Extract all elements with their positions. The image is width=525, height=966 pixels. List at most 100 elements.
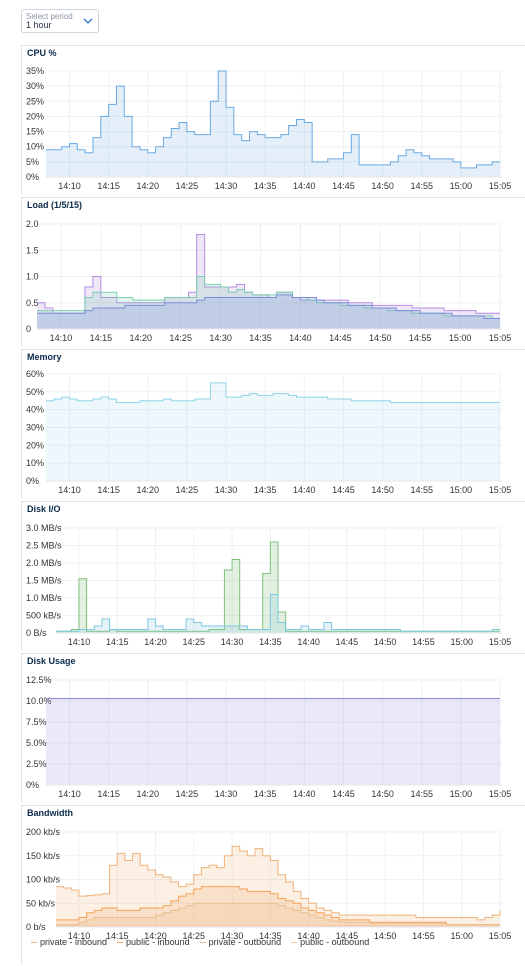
x-tick-label: 14:20 [130, 333, 153, 343]
y-tick-label: 35% [26, 66, 44, 76]
x-tick-label: 14:40 [297, 637, 320, 647]
x-tick-label: 14:40 [289, 333, 312, 343]
x-tick-label: 15:00 [450, 485, 473, 495]
x-tick-label: 15:05 [489, 181, 512, 191]
y-tick-label: 200 kb/s [26, 827, 61, 837]
period-select[interactable]: Select period 1 hour [21, 9, 99, 33]
legend-item[interactable]: private - inbound [31, 937, 107, 947]
x-tick-label: 14:35 [259, 637, 282, 647]
series-area [37, 276, 500, 329]
y-tick-label: 500 kB/s [26, 611, 62, 621]
x-tick-label: 14:50 [371, 789, 394, 799]
y-tick-label: 50% [26, 387, 44, 397]
x-tick-label: 14:35 [249, 333, 272, 343]
x-tick-label: 14:15 [90, 333, 113, 343]
series-line [37, 276, 500, 319]
legend-label: private - outbound [208, 937, 282, 947]
x-tick-label: 14:10 [50, 333, 73, 343]
x-tick-label: 14:45 [336, 637, 359, 647]
series-line [37, 294, 500, 319]
x-tick-label: 14:15 [106, 931, 129, 941]
bandwidth-panel: Bandwidth 200 kb/s 150 kb/s 100 kb/s 50 kb/… [21, 805, 525, 965]
memory-panel: Memory 60% 50% 40% 30% 20% 10% 0% 14:10 14:15 14:… [21, 349, 525, 499]
series-line [56, 902, 500, 926]
legend-item[interactable]: public - outbound [291, 937, 369, 947]
x-tick-label: 14:55 [409, 333, 432, 343]
series-line [56, 886, 500, 926]
x-tick-label: 14:20 [144, 931, 167, 941]
disk-io-chart: 3.0 MB/s 2.5 MB/s 2.0 MB/s 1.5 MB/s 1.0 MB/s… [26, 523, 511, 647]
y-tick-label: 25% [26, 96, 44, 106]
series-line [46, 382, 500, 404]
y-tick-label: 20% [26, 440, 44, 450]
y-tick-label: 2.0 MB/s [26, 558, 62, 568]
y-tick-label: 40% [26, 405, 44, 415]
series-area [46, 382, 500, 481]
x-tick-label: 14:40 [293, 181, 316, 191]
series-area [56, 886, 500, 927]
y-tick-label: 7.5% [26, 717, 47, 727]
y-tick-label: 20% [26, 111, 44, 121]
y-tick-label: 0% [26, 476, 39, 486]
x-tick-label: 15:05 [489, 931, 512, 941]
x-tick-label: 15:00 [450, 637, 473, 647]
y-tick-label: 3.0 MB/s [26, 523, 62, 533]
x-tick-label: 14:30 [209, 333, 232, 343]
panel-title: Memory [27, 352, 62, 362]
x-tick-label: 14:10 [58, 181, 81, 191]
x-tick-label: 14:45 [332, 485, 355, 495]
x-tick-label: 14:20 [144, 637, 167, 647]
y-tick-label: 60% [26, 369, 44, 379]
y-tick-label: 0% [26, 172, 39, 182]
x-tick-label: 14:25 [176, 789, 199, 799]
x-tick-label: 14:45 [332, 181, 355, 191]
x-tick-label: 15:00 [449, 333, 472, 343]
y-tick-label: 10.0% [26, 696, 52, 706]
y-tick-label: 2.5 MB/s [26, 541, 62, 551]
series-area [46, 71, 500, 177]
bandwidth-chart: 200 kb/s 150 kb/s 100 kb/s 50 kb/s 0 b/s 14:1… [26, 827, 512, 941]
legend-item[interactable]: public - inbound [117, 937, 190, 947]
x-tick-label: 14:40 [293, 485, 316, 495]
panel-title: Bandwidth [27, 808, 73, 818]
x-tick-label: 15:05 [489, 789, 512, 799]
chevron-down-icon [83, 18, 93, 24]
legend-label: public - outbound [300, 937, 370, 947]
x-tick-label: 15:05 [489, 333, 512, 343]
x-tick-label: 15:00 [450, 789, 473, 799]
x-tick-label: 14:15 [106, 637, 129, 647]
disk-usage-chart: 12.5% 10.0% 7.5% 5.0% 2.5% 0% 14:10 14:15 14:20 1… [26, 675, 512, 799]
y-tick-label: 10% [26, 142, 44, 152]
y-tick-label: 100 kb/s [26, 875, 61, 885]
legend-label: private - inbound [40, 937, 108, 947]
legend-item[interactable]: private - outbound [199, 937, 282, 947]
y-tick-label: 5% [26, 157, 39, 167]
cpu-panel: CPU % 35% 30% 25% 20% 15% 10% 5% 0% 14:10 14:15 14… [21, 45, 525, 195]
x-tick-label: 14:15 [97, 181, 120, 191]
x-tick-label: 14:35 [254, 485, 277, 495]
series-area [56, 903, 500, 927]
y-tick-label: 0 [26, 324, 31, 334]
x-tick-label: 14:25 [176, 181, 199, 191]
x-tick-label: 14:10 [58, 485, 81, 495]
load-panel: Load (1/5/15) 2.0 1.5 1.0 0.5 0 14:10 14:15 14:… [21, 197, 525, 347]
x-tick-label: 14:55 [410, 789, 433, 799]
x-tick-label: 14:15 [97, 485, 120, 495]
x-tick-label: 15:00 [450, 181, 473, 191]
x-tick-label: 14:20 [136, 485, 159, 495]
y-tick-label: 50 kb/s [26, 898, 56, 908]
panel-title: Disk I/O [27, 504, 61, 514]
x-tick-label: 14:20 [136, 789, 159, 799]
panel-title: Disk Usage [27, 656, 76, 666]
x-tick-label: 14:25 [169, 333, 192, 343]
x-tick-label: 14:10 [58, 789, 81, 799]
disk-usage-panel: Disk Usage 12.5% 10.0% 7.5% 5.0% 2.5% 0% 14:10… [21, 653, 525, 803]
x-tick-label: 14:10 [68, 637, 91, 647]
series-area [46, 698, 500, 785]
memory-chart: 60% 50% 40% 30% 20% 10% 0% 14:10 14:15 14:20 14:25… [26, 369, 511, 495]
x-tick-label: 14:50 [374, 931, 397, 941]
series-area [56, 846, 500, 927]
x-tick-label: 14:30 [215, 789, 238, 799]
x-tick-label: 14:45 [329, 333, 352, 343]
y-tick-label: 15% [26, 127, 44, 137]
